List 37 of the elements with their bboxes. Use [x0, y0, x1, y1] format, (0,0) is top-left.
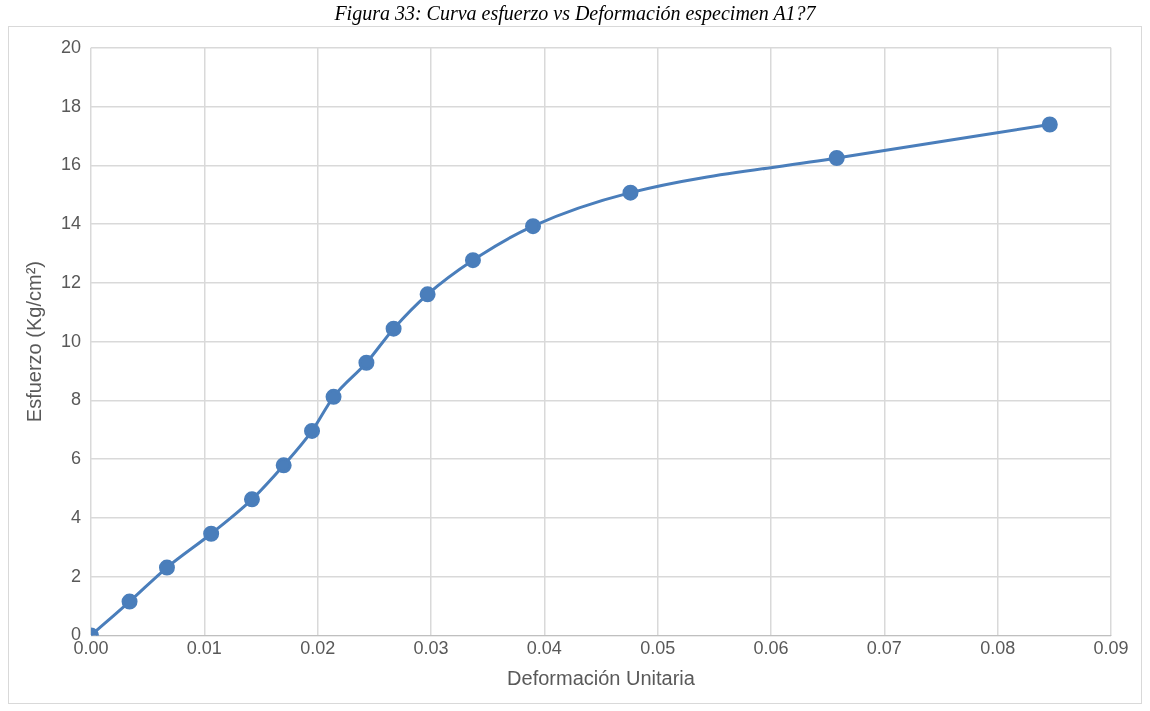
y-tick-label: 14	[60, 213, 82, 234]
y-tick-label: 10	[60, 330, 82, 351]
y-tick-label: 20	[60, 36, 82, 57]
point	[158, 559, 175, 576]
point	[828, 149, 845, 166]
y-tick-label: 16	[60, 154, 82, 175]
x-tick-label: 0.02	[300, 638, 336, 659]
point	[275, 457, 292, 474]
x-tick-label: 0.07	[866, 638, 902, 659]
y-tick-label: 18	[60, 95, 82, 116]
point	[622, 184, 639, 201]
x-tick-label: 0.05	[640, 638, 676, 659]
x-tick-label: 0.04	[526, 638, 562, 659]
point	[304, 422, 321, 439]
y-tick-label: 2	[71, 565, 82, 586]
x-tick-label: 0.06	[753, 638, 789, 659]
y-tick-label: 6	[71, 448, 82, 469]
point	[1041, 116, 1058, 133]
point	[243, 491, 260, 508]
point	[419, 286, 436, 303]
chart-title: Figura 33: Curva esfuerzo vs Deformación especimen A1?7	[333, 1, 817, 26]
point	[121, 593, 138, 610]
x-tick-label: 0.03	[413, 638, 449, 659]
point	[525, 218, 542, 235]
x-tick-label: 0.09	[1093, 638, 1129, 659]
x-tick-label: 0.08	[980, 638, 1016, 659]
y-tick-label: 8	[71, 389, 82, 410]
x-tick-label: 0.01	[186, 638, 222, 659]
point	[464, 252, 481, 269]
point	[203, 525, 220, 542]
y-axis-title: Esfuerzo (Kg/cm²)	[22, 261, 45, 423]
y-tick-label: 12	[60, 271, 82, 292]
point	[325, 388, 342, 405]
point	[385, 320, 402, 337]
point	[358, 354, 375, 371]
x-axis-title: Deformación Unitaria	[507, 666, 696, 689]
y-tick-label: 4	[71, 506, 82, 527]
